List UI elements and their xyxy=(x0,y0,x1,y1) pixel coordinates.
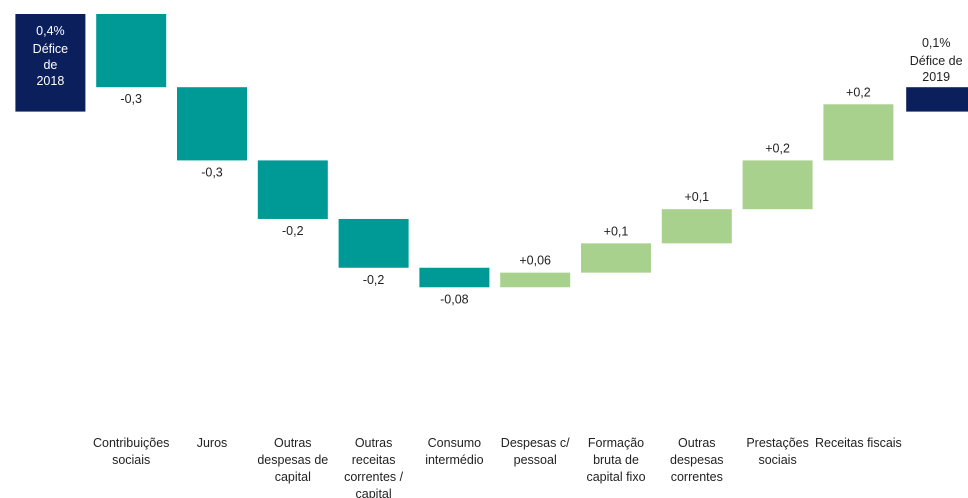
step-value-label: -0,2 xyxy=(282,224,304,238)
bar-step xyxy=(661,209,732,244)
category-label: despesas xyxy=(670,453,724,467)
category-label: correntes xyxy=(671,470,723,484)
bar-step xyxy=(257,160,328,219)
end-label-line: 2019 xyxy=(922,70,950,84)
step-value-label: -0,2 xyxy=(363,273,385,287)
end-label-line: Défice de xyxy=(910,54,963,68)
step-value-label: -0,08 xyxy=(440,292,469,306)
category-label: Consumo xyxy=(428,436,482,450)
end-value-label: 0,1% xyxy=(922,36,951,50)
category-label: correntes / xyxy=(344,470,404,484)
category-label: capital xyxy=(275,470,311,484)
category-label: Prestações xyxy=(746,436,809,450)
category-label: Outras xyxy=(678,436,716,450)
category-label: capital xyxy=(356,487,392,498)
category-label: sociais xyxy=(112,453,150,467)
step-value-label: +0,2 xyxy=(765,141,790,155)
category-label: Contribuições xyxy=(93,436,169,450)
bar-step xyxy=(581,243,651,273)
start-label-line: 2018 xyxy=(36,74,64,88)
category-label: Receitas fiscais xyxy=(815,436,902,450)
start-value-label: 0,4% xyxy=(36,24,65,38)
bar-step xyxy=(96,14,167,88)
bar-start-total xyxy=(15,14,86,112)
category-label: intermédio xyxy=(425,453,483,467)
category-label: Juros xyxy=(197,436,228,450)
category-label: despesas de xyxy=(257,453,328,467)
step-value-label: +0,2 xyxy=(846,85,871,99)
bar-step xyxy=(419,267,490,288)
step-value-label: +0,1 xyxy=(604,224,629,238)
category-label: Despesas c/ xyxy=(501,436,570,450)
category-label: Outras xyxy=(355,436,393,450)
category-label: capital fixo xyxy=(586,470,645,484)
bar-step xyxy=(500,272,571,288)
step-value-label: +0,1 xyxy=(684,190,709,204)
start-label-line: de xyxy=(43,58,57,72)
category-label: Formação xyxy=(588,436,644,450)
step-value-label: +0,06 xyxy=(519,254,551,268)
bar-step xyxy=(177,87,247,161)
bar-step xyxy=(823,104,894,161)
category-label: bruta de xyxy=(593,453,639,467)
category-label: sociais xyxy=(758,453,796,467)
bar-end-total xyxy=(906,87,968,112)
start-label-line: Défice xyxy=(33,42,68,56)
category-label: receitas xyxy=(352,453,396,467)
step-value-label: -0,3 xyxy=(201,165,223,179)
category-label: Outras xyxy=(274,436,312,450)
category-label: pessoal xyxy=(514,453,557,467)
step-value-label: -0,3 xyxy=(120,92,142,106)
bar-step xyxy=(338,218,409,268)
bar-step xyxy=(742,160,813,210)
